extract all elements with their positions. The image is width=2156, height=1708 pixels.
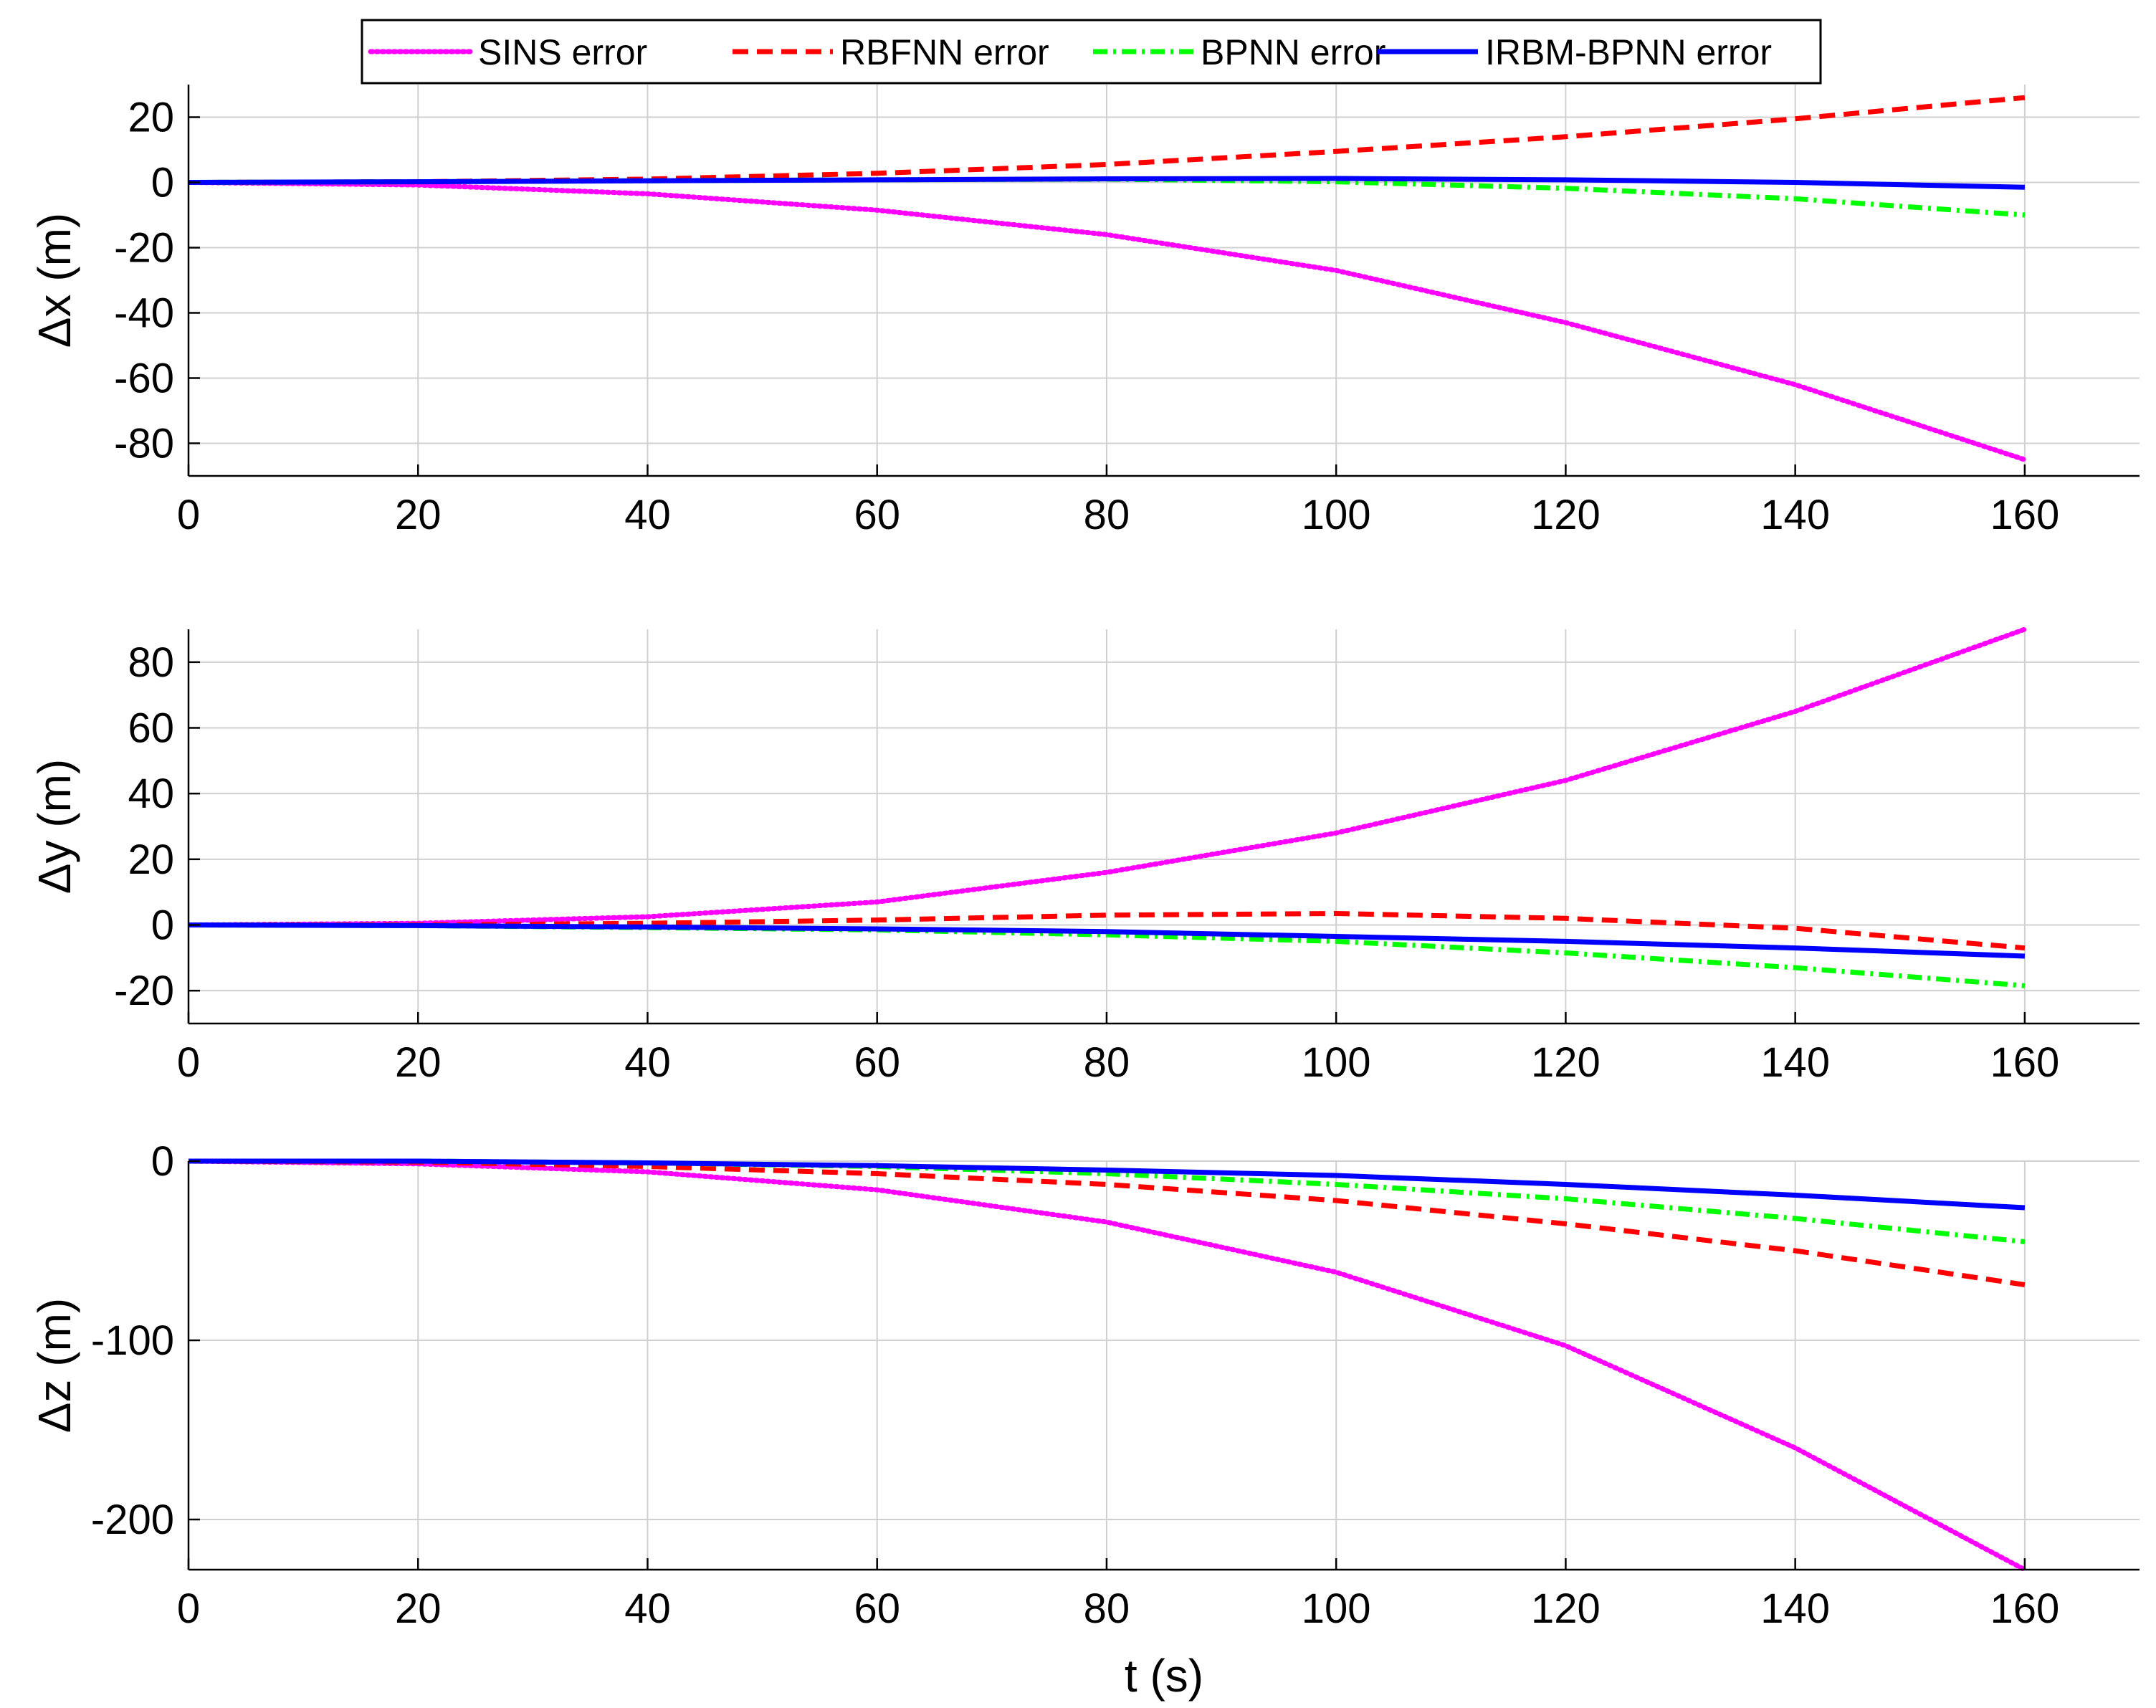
y-tick-label: 20 — [128, 836, 174, 883]
x-tick-label: 100 — [1302, 1585, 1371, 1632]
x-tick-label: 80 — [1084, 1039, 1130, 1086]
x-tick-label: 60 — [854, 1039, 900, 1086]
legend-label-bpnn-error: BPNN error — [1201, 32, 1385, 72]
plot-area — [189, 1161, 2140, 1570]
panel-3: 0 20 40 60 80 100 120 140 160 0 -100 -200 Δz (m) t (s… — [29, 1138, 2140, 1702]
series-line-sins-error — [189, 1158, 2028, 1573]
x-tick-label: 160 — [1990, 1585, 2059, 1632]
y-tick-label: 0 — [151, 160, 174, 206]
x-axis-label: t (s) — [1125, 1650, 1203, 1702]
series-line-irbm-bpnn-error — [189, 176, 2025, 190]
x-tick-label: 120 — [1531, 492, 1601, 538]
series-line-irbm-bpnn-error — [189, 922, 2026, 959]
x-tick-label: 0 — [177, 492, 200, 538]
y-tick-label: 20 — [128, 95, 174, 141]
x-tick-label: 60 — [854, 1585, 900, 1632]
x-tick-label: 20 — [395, 1585, 442, 1632]
y-tick-label: -20 — [114, 225, 174, 272]
plot-area — [189, 85, 2140, 476]
x-tick-label: 160 — [1990, 492, 2059, 538]
x-tick-label: 140 — [1760, 492, 1830, 538]
series-group — [189, 626, 2028, 988]
y-tick-label: -200 — [91, 1497, 174, 1543]
legend: SINS error RBFNN error BPNN error IRBM-BPNN… — [361, 19, 1822, 85]
x-tick-label: 140 — [1760, 1039, 1830, 1086]
y-tick-label: -20 — [114, 968, 174, 1014]
y-tick-label: 0 — [151, 1138, 174, 1185]
x-tick-label: 40 — [624, 1585, 671, 1632]
x-tick-label: 140 — [1760, 1585, 1830, 1632]
y-tick-label: 60 — [128, 705, 174, 752]
series-group — [189, 95, 2028, 462]
legend-box — [361, 19, 1822, 85]
series-group — [189, 1158, 2028, 1573]
series-line-sins-error — [189, 626, 2028, 927]
y-tick-label: -100 — [91, 1317, 174, 1364]
legend-label-sins-error: SINS error — [478, 32, 647, 72]
panel-1: 0 20 40 60 80 100 120 140 160 20 0 -20 -40 -60 -80 Δx (… — [29, 85, 2140, 538]
x-tick-label: 40 — [624, 492, 671, 538]
x-tick-label: 80 — [1084, 1585, 1130, 1632]
legend-label-rbfnn-error: RBFNN error — [840, 32, 1049, 72]
x-tick-label: 120 — [1531, 1039, 1601, 1086]
series-line-irbm-bpnn-error — [189, 1158, 2026, 1211]
x-tick-label: 40 — [624, 1039, 671, 1086]
y-axis-label: Δy (m) — [29, 759, 80, 894]
x-tick-label: 0 — [177, 1585, 200, 1632]
x-tick-label: 80 — [1084, 492, 1130, 538]
series-line-bpnn-error — [189, 1158, 2026, 1244]
x-tick-label: 0 — [177, 1039, 200, 1086]
y-tick-label: -80 — [114, 421, 174, 467]
y-axis-label: Δz (m) — [29, 1298, 80, 1433]
plot-area — [189, 629, 2140, 1024]
x-tick-label: 100 — [1302, 492, 1371, 538]
series-line-sins-error — [189, 180, 2028, 462]
x-tick-label: 120 — [1531, 1585, 1601, 1632]
x-tick-label: 60 — [854, 492, 900, 538]
x-tick-label: 20 — [395, 492, 442, 538]
y-axis-label: Δx (m) — [29, 213, 80, 348]
y-tick-label: 80 — [128, 639, 174, 686]
x-tick-label: 20 — [395, 1039, 442, 1086]
x-tick-label: 160 — [1990, 1039, 2059, 1086]
series-line-bpnn-error — [189, 922, 2026, 988]
y-tick-label: -40 — [114, 290, 174, 337]
y-tick-label: 0 — [151, 902, 174, 949]
legend-label-irbm-bpnn-error: IRBM-BPNN error — [1485, 32, 1772, 72]
x-tick-label: 100 — [1302, 1039, 1371, 1086]
y-tick-label: -60 — [114, 356, 174, 402]
y-tick-label: 40 — [128, 770, 174, 817]
